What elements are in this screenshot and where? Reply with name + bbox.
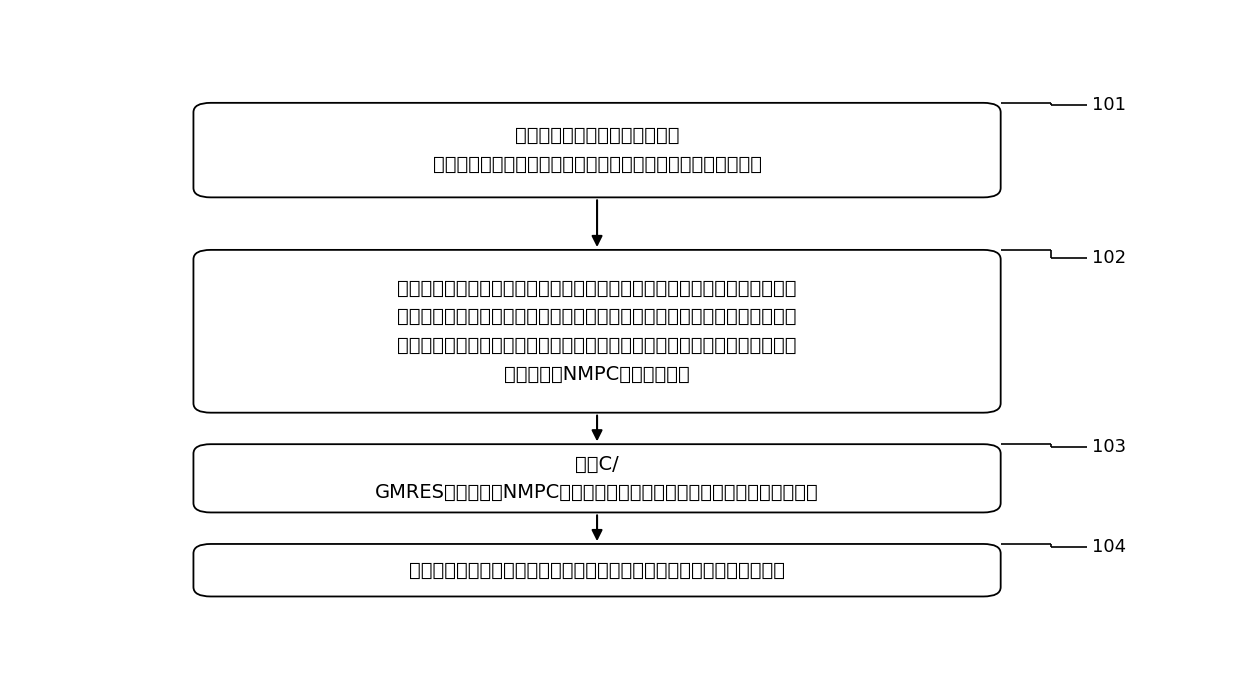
Text: 采用C/
GMRES算法对所述NMPC优化控制问题进行求解，得到外加横摆力矩最优解: 采用C/ GMRES算法对所述NMPC优化控制问题进行求解，得到外加横摆力矩最优… (376, 454, 818, 502)
Text: 确定车辆的期望质心侧偏角，并
根据车辆反馈的纵向车速及前轮转角确定车辆的期望横摆角速度: 确定车辆的期望质心侧偏角，并 根据车辆反馈的纵向车速及前轮转角确定车辆的期望横摆… (433, 126, 761, 174)
Text: 101: 101 (1092, 96, 1126, 115)
FancyBboxPatch shape (193, 444, 1001, 512)
FancyBboxPatch shape (193, 544, 1001, 597)
Text: 将所述外加横摆力矩最优解输入轮毂电机力矩分配模块作为输出力矩参考: 将所述外加横摆力矩最优解输入轮毂电机力矩分配模块作为输出力矩参考 (409, 561, 785, 580)
Text: 103: 103 (1092, 438, 1126, 456)
FancyBboxPatch shape (193, 250, 1001, 413)
Text: 根据车辆反馈的纵向车速、期望横摆角速度和期望质心侧偏角，结合车辆动力
学模型及轮胎魔术公式构建状态更新方程，考虑质心侧偏角和横摆角速度的安
全性约束及外加横摆力: 根据车辆反馈的纵向车速、期望横摆角速度和期望质心侧偏角，结合车辆动力 学模型及轮… (397, 279, 797, 384)
FancyBboxPatch shape (193, 103, 1001, 197)
Text: 104: 104 (1092, 537, 1126, 556)
Text: 102: 102 (1092, 249, 1126, 267)
